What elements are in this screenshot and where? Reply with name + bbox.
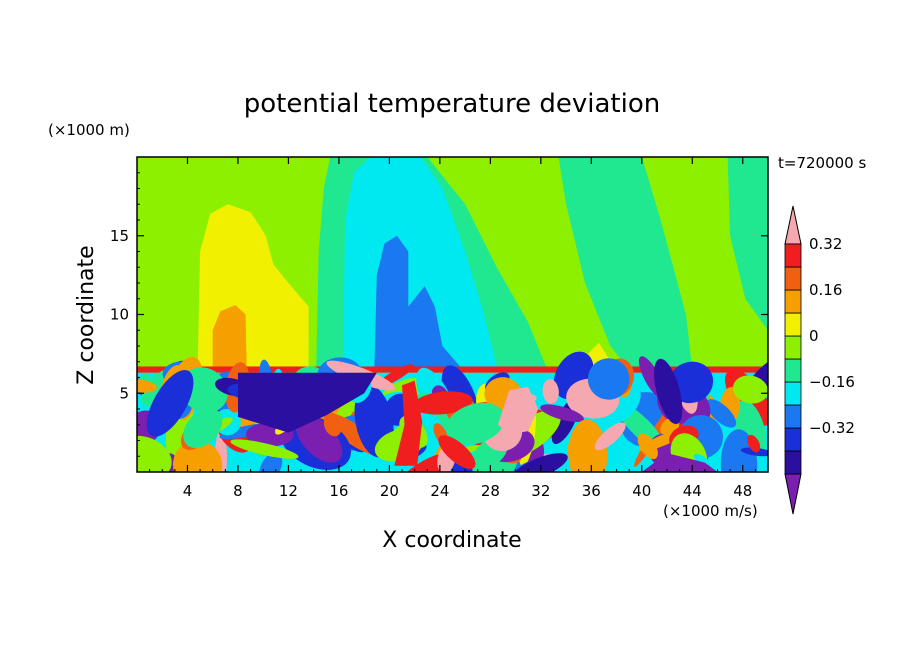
eddy [732,375,768,404]
cool-band-2 [558,157,693,370]
colorbar-swatch [784,243,802,268]
y-axis-title: Z coordinate [74,245,99,384]
x-unit-label: (×1000 m/s) [663,502,758,520]
x-tick-label: 36 [582,482,601,500]
contour-field [137,157,768,472]
x-tick-label: 44 [683,482,702,500]
colorbar-swatch [784,427,802,452]
eddy [172,440,223,472]
x-tick-label: 24 [430,482,449,500]
colorbar-swatch [784,450,802,475]
colorbar-swatch [784,335,802,360]
eddy [654,358,683,425]
colorbar-extend-low [784,473,802,515]
warm-eddy-1 [394,380,423,466]
x-tick-label: 20 [380,482,399,500]
colorbar-label: 0.16 [809,281,842,299]
x-tick-label: 48 [733,482,752,500]
colorbar: −0.32 −0.16 0 0.16 0.32 [784,205,855,515]
colorbar-extend-high [784,205,802,245]
cold-eddy [641,453,718,472]
colorbar-label: −0.32 [809,419,855,437]
warm-plume-core [212,305,247,370]
time-label: t=720000 s [778,154,866,172]
eddy [438,435,476,469]
eddy [542,379,559,404]
colorbar-swatch [784,289,802,314]
eddy [511,453,568,472]
y-tick-label: 5 [119,384,129,402]
eddy [637,433,658,460]
y-unit-label: (×1000 m) [48,121,130,139]
eddy [594,422,626,451]
eddy [706,399,737,428]
x-tick-label: 40 [632,482,651,500]
colorbar-label: 0.32 [809,235,842,253]
colorbar-swatch [784,404,802,429]
colorbar-swatch [784,266,802,291]
plot-area [137,157,768,472]
x-tick-label: 12 [279,482,298,500]
eddy [587,358,630,400]
eddy [137,379,157,393]
warm-eddy-2 [497,386,539,435]
eddy [747,434,761,453]
eddy [720,429,758,472]
colorbar-swatch [784,381,802,406]
eddy [295,415,343,463]
cool-band-3 [727,157,768,331]
x-tick-label: 28 [481,482,500,500]
y-axis: 5 10 15 [110,172,768,457]
x-tick-label: 8 [233,482,243,500]
x-tick-label: 16 [329,482,348,500]
y-tick-label: 10 [110,306,129,324]
eddy [544,439,575,472]
eddy [230,439,299,459]
x-axis-title: X coordinate [382,528,521,553]
eddy [413,391,473,415]
x-tick-label: 4 [183,482,193,500]
cool-band-deep [374,235,463,370]
eddy [146,369,194,437]
eddy [183,408,223,448]
chart-title: potential temperature deviation [244,89,660,119]
x-tick-label: 32 [531,482,550,500]
colorbar-label: −0.16 [809,373,855,391]
colorbar-swatch [784,312,802,337]
cold-pool [238,372,377,433]
x-axis: 4 8 12 16 20 24 28 32 36 40 44 48 [149,157,756,500]
eddy [540,404,584,422]
eddy [258,451,283,472]
colorbar-swatch [784,358,802,383]
y-tick-label: 15 [110,227,129,245]
eddy [323,412,342,437]
eddy [137,435,172,472]
eddy [446,402,505,445]
colorbar-label: 0 [809,327,819,345]
